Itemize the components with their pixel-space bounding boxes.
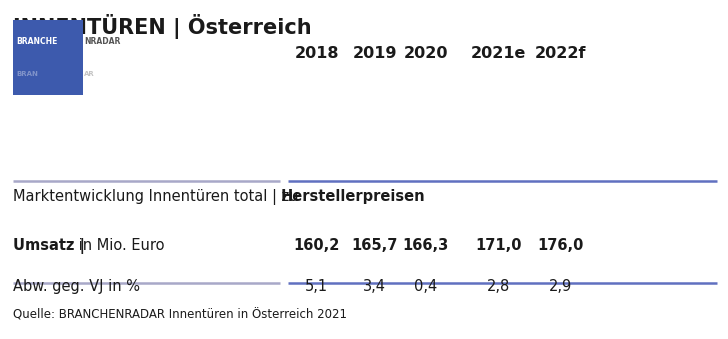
Text: 176,0: 176,0 <box>537 238 584 253</box>
Text: Abw. geg. VJ in %: Abw. geg. VJ in % <box>13 279 140 294</box>
Text: 2020: 2020 <box>403 46 448 61</box>
Text: BRANCHE: BRANCHE <box>16 37 58 46</box>
Text: 2018: 2018 <box>294 46 339 61</box>
Text: Marktentwicklung Innentüren total | zu: Marktentwicklung Innentüren total | zu <box>13 188 304 205</box>
Text: Umsatz |: Umsatz | <box>13 238 85 254</box>
Text: 2,8: 2,8 <box>487 279 510 294</box>
Text: INNENTÜREN | Österreich: INNENTÜREN | Österreich <box>13 14 312 39</box>
Text: AR: AR <box>84 71 95 77</box>
FancyBboxPatch shape <box>13 20 83 95</box>
Text: 165,7: 165,7 <box>352 238 398 253</box>
Text: 166,3: 166,3 <box>403 238 449 253</box>
Text: 3,4: 3,4 <box>363 279 387 294</box>
Text: BRAN: BRAN <box>16 71 38 77</box>
Text: 171,0: 171,0 <box>475 238 522 253</box>
Text: Quelle: BRANCHENRADAR Innentüren in Österreich 2021: Quelle: BRANCHENRADAR Innentüren in Öste… <box>13 309 347 322</box>
Text: NRADAR: NRADAR <box>84 37 121 46</box>
Text: 160,2: 160,2 <box>293 238 340 253</box>
Text: 2,9: 2,9 <box>549 279 572 294</box>
Text: 0,4: 0,4 <box>414 279 438 294</box>
Text: 2021e: 2021e <box>471 46 526 61</box>
Text: Herstellerpreisen: Herstellerpreisen <box>281 189 426 204</box>
Text: in Mio. Euro: in Mio. Euro <box>74 238 164 253</box>
Text: 5,1: 5,1 <box>305 279 328 294</box>
Text: 2019: 2019 <box>352 46 397 61</box>
Text: 2022f: 2022f <box>535 46 586 61</box>
